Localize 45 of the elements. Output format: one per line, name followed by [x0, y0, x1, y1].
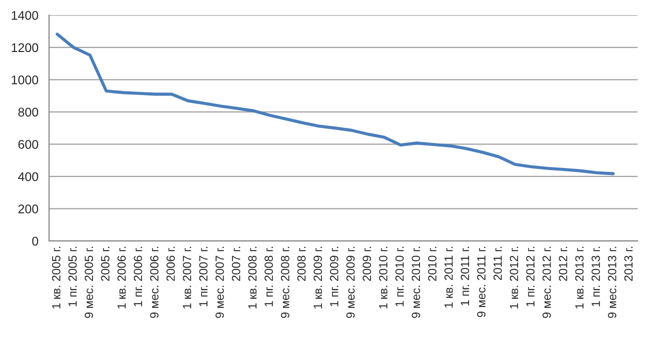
x-tick-label: 9 мес. 2008 г. — [280, 246, 290, 318]
x-tick-label: 9 мес. 2013 г. — [608, 246, 616, 318]
x-tick-label: 1 пг. 2010 г. — [395, 246, 404, 306]
x-tick-label: 2007 г. — [232, 246, 240, 281]
y-tick-label: 1000 — [12, 75, 38, 84]
x-tick-label: 1 кв. 2007 г. — [182, 246, 192, 308]
x-tick-label: 9 мес. 2009 г. — [346, 246, 355, 318]
line-series — [56, 32, 615, 176]
y-tick-label: 800 — [18, 108, 38, 117]
x-tick-label: 1 кв. 2009 г. — [314, 246, 322, 308]
x-tick-label: 1 кв. 2013 г. — [575, 246, 584, 308]
y-tick-label: 0 — [32, 236, 38, 246]
x-tick-label: 1 кв. 2005 г. — [52, 246, 60, 308]
x-tick-label: 9 мес. 2006 г. — [150, 246, 158, 318]
x-tick-label: 9 мес. 2011 г. — [477, 246, 486, 318]
x-tick-label: 2008 г. — [297, 246, 306, 281]
x-tick-label: 1 пг. 2013 г. — [592, 246, 600, 306]
x-tick-label: 2005 г. — [101, 246, 110, 281]
x-tick-label: 2012 г. — [558, 246, 568, 281]
y-tick-label: 1400 — [12, 10, 38, 20]
x-tick-label: 2009 г. — [362, 246, 372, 281]
x-tick-label: 1 кв. 2008 г. — [248, 246, 257, 308]
y-tick-label: 600 — [18, 140, 38, 149]
x-tick-label: 2006 г. — [166, 246, 175, 281]
x-tick-label: 1 кв. 2006 г. — [117, 246, 126, 308]
x-tick-label: 1 пг. 2005 г. — [68, 246, 77, 306]
x-tick-label: 1 пг. 2009 г. — [330, 246, 338, 306]
x-tick-label: 9 мес. 2005 г. — [84, 246, 94, 318]
x-tick-label: 1 пг. 2006 г. — [134, 246, 142, 306]
y-tick-label: 400 — [18, 172, 38, 182]
x-tick-label: 1 пг. 2012 г. — [526, 246, 535, 306]
x-tick-label: 1 кв. 2010 г. — [379, 246, 388, 308]
x-tick-label: 2011 г. — [493, 246, 502, 280]
x-tick-label: 9 мес. 2010 г. — [412, 246, 420, 318]
x-tick-label: 1 пг. 2011 г. — [460, 246, 470, 306]
x-tick-label: 1 кв. 2011 г. — [444, 246, 453, 308]
x-tick-label: 1 пг. 2008 г. — [264, 246, 273, 306]
x-tick-label: 9 мес. 2007 г. — [216, 246, 224, 318]
x-tick-label: 2013 г. — [624, 246, 633, 281]
y-tick-label: 1200 — [12, 43, 38, 52]
x-tick-label: 1 пг. 2007 г. — [199, 246, 208, 306]
x-tick-label: 1 кв. 2012 г. — [510, 246, 518, 308]
x-tick-label: 2010 г. — [428, 246, 436, 281]
x-tick-label: 9 мес. 2012 г. — [542, 246, 551, 318]
y-tick-label: 200 — [18, 204, 38, 214]
